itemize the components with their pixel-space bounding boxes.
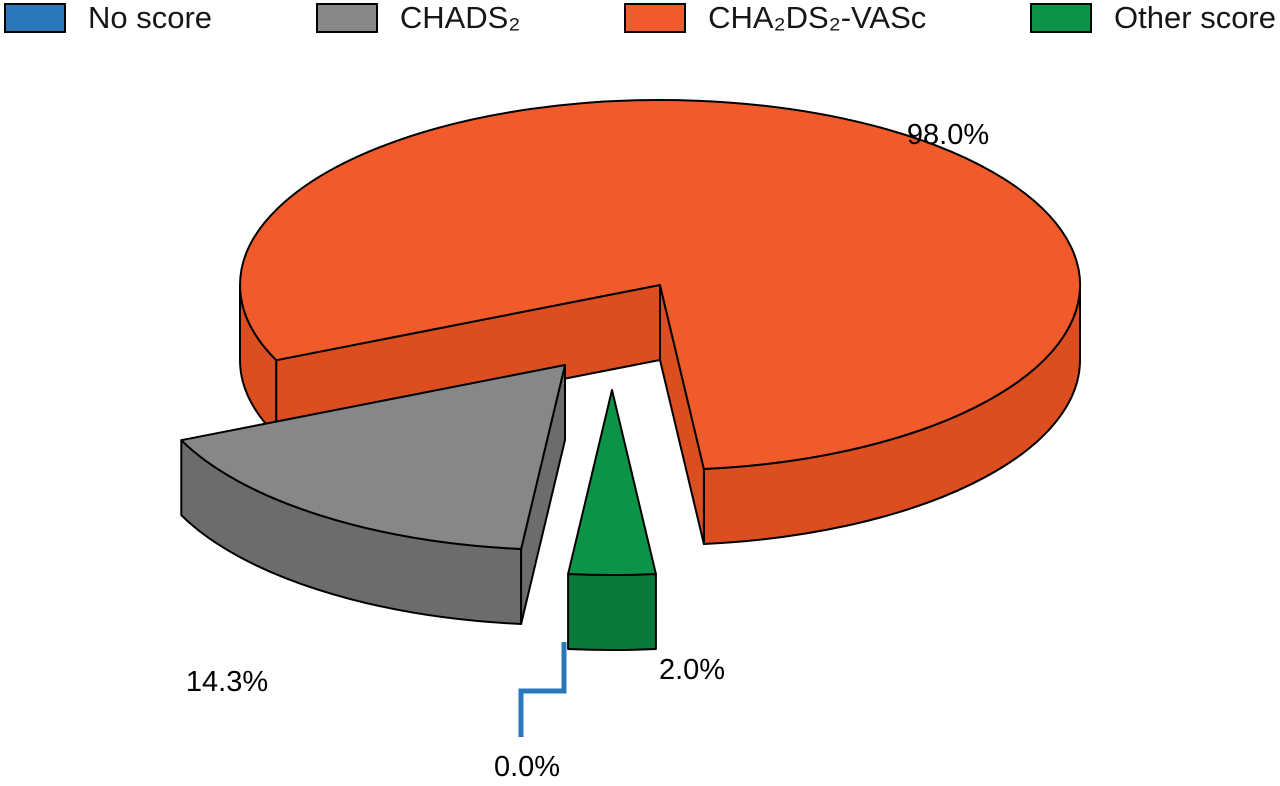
legend-swatch-other-score-icon [1030, 2, 1093, 33]
legend-item-chads2: CHADS₂ [315, 0, 521, 35]
pie-slice-cha2ds2-vasc [239, 99, 1082, 470]
pie-value-label-chads2: 14.3% [186, 666, 268, 698]
pie-slice-other-score [567, 389, 657, 577]
legend-item-cha2ds2-vasc: CHA₂DS₂-VASc [624, 2, 926, 33]
pie-value-label-cha2ds2-vasc: 98.0% [907, 119, 989, 151]
legend-label-cha2ds2-vasc: CHA₂DS₂-VASc [708, 0, 927, 35]
pie-slice-chads2 [180, 364, 566, 550]
legend-label-chads2: CHADS₂ [399, 0, 521, 35]
legend-label-other-score: Other score [1114, 0, 1276, 35]
legend-item-other-score: Other score [1030, 2, 1276, 33]
legend-item-no-score: No score [4, 2, 212, 33]
zero-percent-marker [518, 642, 567, 737]
chart-legend: No score CHADS₂ CHA₂DS₂-VASc Other score [0, 2, 1280, 33]
pie-value-label-other-score: 2.0% [659, 654, 725, 686]
legend-swatch-cha2ds2-vasc-icon [624, 2, 687, 33]
legend-label-no-score: No score [88, 0, 213, 35]
pie-wall-other-score [567, 573, 657, 652]
legend-swatch-no-score-icon [4, 2, 66, 33]
legend-swatch-chads2-icon [315, 2, 378, 33]
pie-value-label-no-score: 0.0% [494, 751, 560, 783]
